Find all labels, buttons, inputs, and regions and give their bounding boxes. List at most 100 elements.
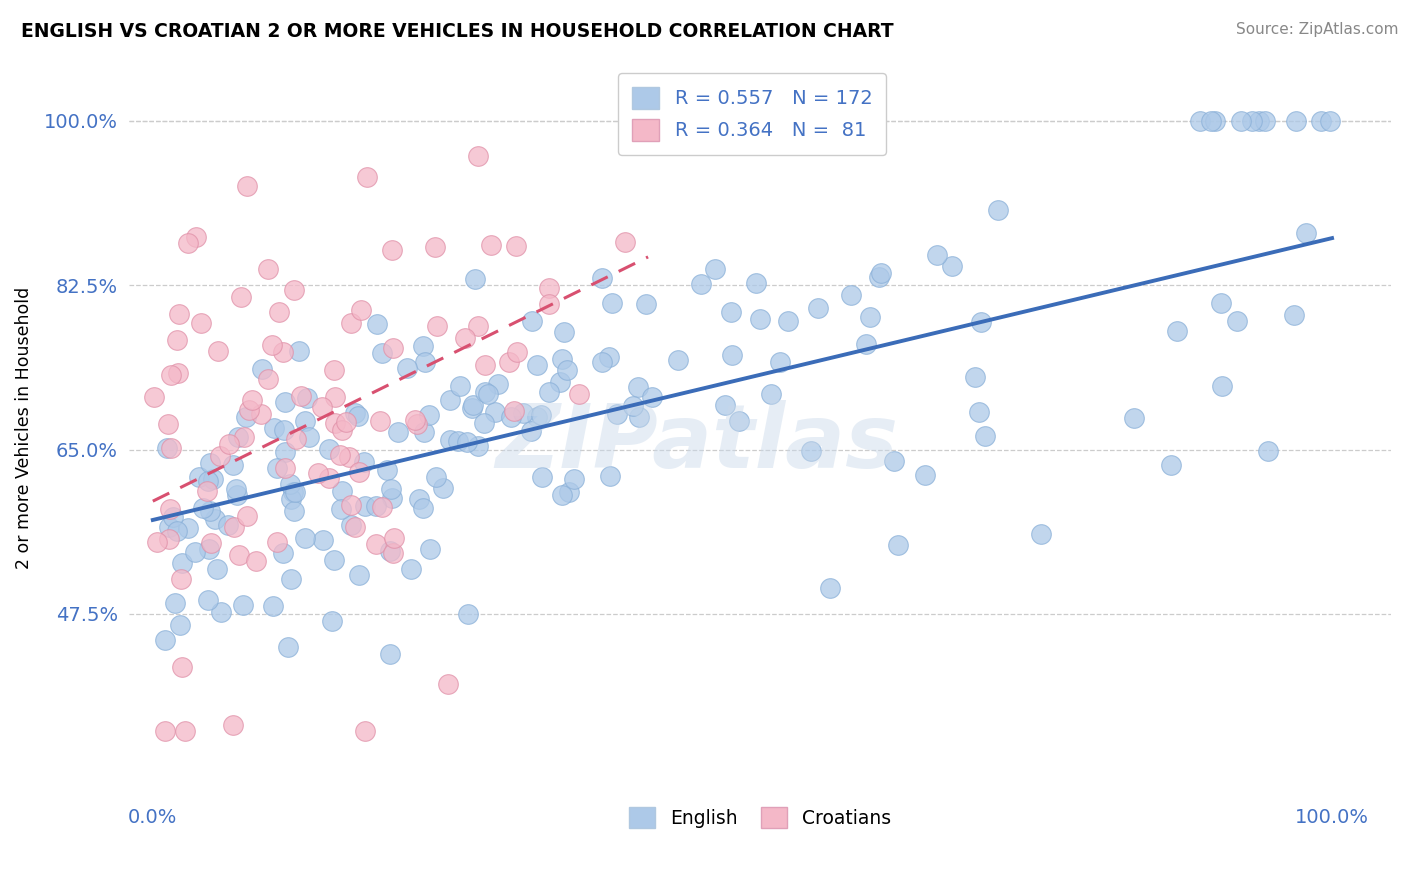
Point [366, 317, 388, 331]
Point [371, 500, 394, 515]
Point [298, 430, 321, 444]
Point [159, 501, 181, 516]
Point [606, 407, 628, 421]
Point [344, 519, 367, 533]
Point [1166, 324, 1188, 338]
Text: ENGLISH VS CROATIAN 2 OR MORE VEHICLES IN HOUSEHOLD CORRELATION CHART: ENGLISH VS CROATIAN 2 OR MORE VEHICLES I… [21, 22, 894, 41]
Point [859, 310, 882, 324]
Point [207, 562, 229, 576]
Point [526, 409, 548, 424]
Point [869, 266, 891, 280]
Point [425, 470, 447, 484]
Point [717, 137, 740, 152]
Point [973, 429, 995, 443]
Point [501, 409, 523, 424]
Point [184, 545, 207, 559]
Point [323, 416, 346, 430]
Point [519, 424, 541, 438]
Point [555, 363, 578, 377]
Point [548, 376, 571, 390]
Point [162, 510, 184, 524]
Point [418, 408, 440, 422]
Legend: English, Croatians: English, Croatians [621, 799, 898, 836]
Point [166, 334, 188, 348]
Point [550, 488, 572, 502]
Point [399, 562, 422, 576]
Point [432, 481, 454, 495]
Point [423, 240, 446, 254]
Point [323, 363, 346, 377]
Point [720, 305, 742, 319]
Point [769, 355, 792, 369]
Point [344, 406, 367, 420]
Point [271, 546, 294, 560]
Point [204, 512, 226, 526]
Point [238, 402, 260, 417]
Point [704, 262, 727, 277]
Point [855, 337, 877, 351]
Point [380, 543, 402, 558]
Point [464, 272, 486, 286]
Point [273, 424, 295, 438]
Point [640, 390, 662, 404]
Point [1229, 113, 1251, 128]
Point [278, 476, 301, 491]
Point [467, 318, 489, 333]
Point [883, 454, 905, 468]
Point [404, 413, 426, 427]
Point [614, 235, 637, 249]
Point [330, 423, 353, 437]
Point [486, 376, 509, 391]
Point [222, 458, 245, 472]
Point [474, 358, 496, 372]
Point [224, 520, 246, 534]
Point [198, 541, 221, 556]
Point [1253, 113, 1275, 128]
Point [283, 504, 305, 518]
Point [506, 345, 529, 359]
Point [463, 398, 485, 412]
Point [439, 392, 461, 407]
Point [284, 484, 307, 499]
Point [387, 425, 409, 440]
Point [1123, 411, 1146, 425]
Point [226, 429, 249, 443]
Point [628, 409, 651, 424]
Point [354, 499, 377, 513]
Point [169, 307, 191, 321]
Point [419, 541, 441, 556]
Point [1209, 296, 1232, 310]
Point [461, 401, 484, 416]
Point [553, 325, 575, 339]
Point [748, 312, 770, 326]
Point [1319, 113, 1341, 128]
Point [202, 472, 225, 486]
Point [666, 352, 689, 367]
Point [170, 556, 193, 570]
Point [262, 599, 284, 613]
Point [266, 535, 288, 549]
Point [636, 297, 658, 311]
Point [526, 359, 548, 373]
Point [225, 488, 247, 502]
Point [967, 405, 990, 419]
Point [689, 277, 711, 292]
Point [449, 379, 471, 393]
Point [249, 407, 271, 421]
Point [530, 408, 553, 422]
Point [330, 501, 353, 516]
Point [408, 491, 430, 506]
Point [436, 677, 458, 691]
Point [484, 405, 506, 419]
Point [232, 598, 254, 612]
Point [413, 355, 436, 369]
Point [160, 441, 183, 455]
Point [155, 632, 177, 647]
Point [591, 355, 613, 369]
Point [1029, 526, 1052, 541]
Point [257, 372, 280, 386]
Point [197, 592, 219, 607]
Point [382, 546, 405, 560]
Point [1226, 314, 1249, 328]
Point [778, 314, 800, 328]
